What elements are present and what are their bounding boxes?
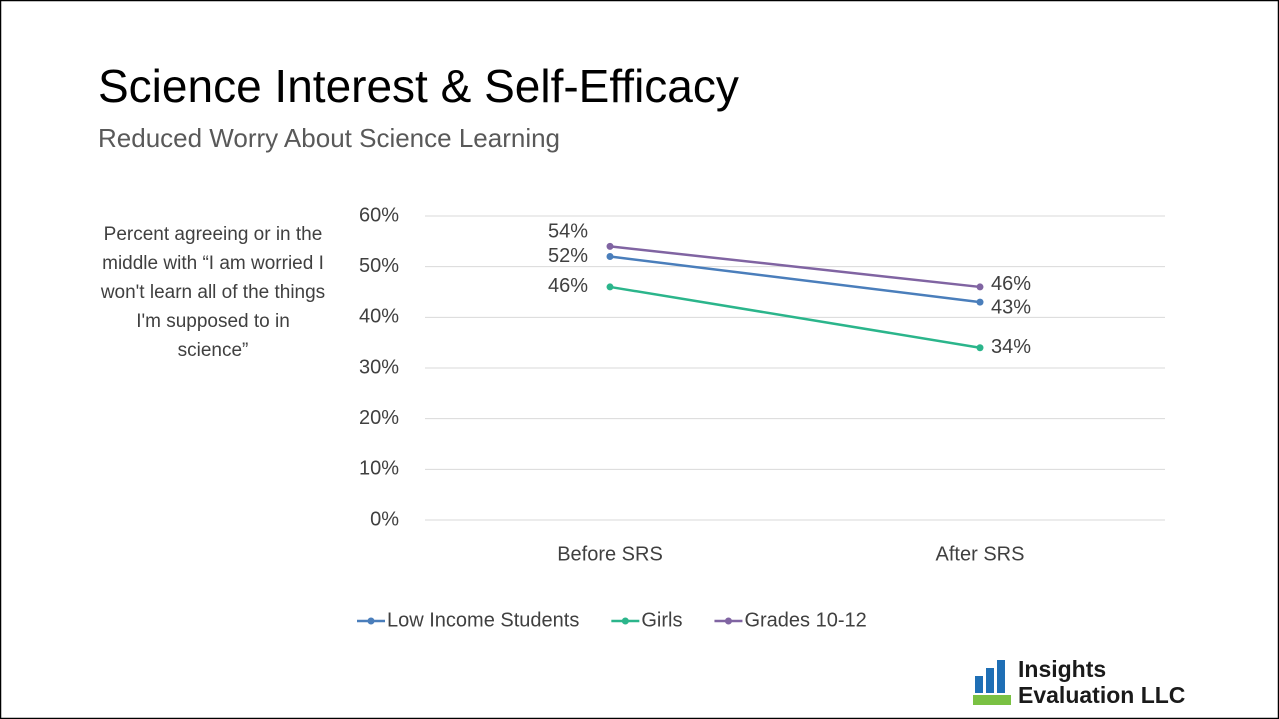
data-label: 54% [548,221,588,243]
logo-icon [973,660,1011,705]
logo-text: Evaluation LLC [1018,682,1185,708]
series-line [609,285,981,349]
x-tick-label: Before SRS [557,543,663,565]
series-line [609,245,981,289]
legend-marker [724,617,732,625]
series-line [609,255,981,304]
data-label: 46% [548,275,588,297]
point [976,298,984,306]
x-tick-label: After SRS [936,543,1025,565]
y-tick-label: 20% [359,407,399,429]
y-tick-label: 30% [359,356,399,378]
title: Science Interest & Self-Efficacy [98,60,739,112]
point [976,344,984,352]
legend-label: Low Income Students [387,609,579,631]
data-label: 46% [991,273,1031,295]
point [606,283,614,291]
point [606,253,614,261]
logo-text: Insights [1018,656,1106,682]
y-tick-label: 10% [359,458,399,480]
point [606,242,614,250]
legend-label: Grades 10-12 [744,609,866,631]
data-label: 43% [991,296,1031,318]
legend-label: Girls [641,609,682,631]
y-tick-label: 50% [359,255,399,277]
y-axis-label: Percent agreeing or in the middle with “… [100,224,326,361]
legend-marker [621,617,629,625]
y-tick-label: 60% [359,204,399,226]
y-tick-label: 0% [370,508,399,530]
subtitle: Reduced Worry About Science Learning [98,123,560,153]
data-label: 34% [991,336,1031,358]
point [976,283,984,291]
y-tick-label: 40% [359,306,399,328]
data-label: 52% [548,245,588,267]
legend-marker [367,617,375,625]
